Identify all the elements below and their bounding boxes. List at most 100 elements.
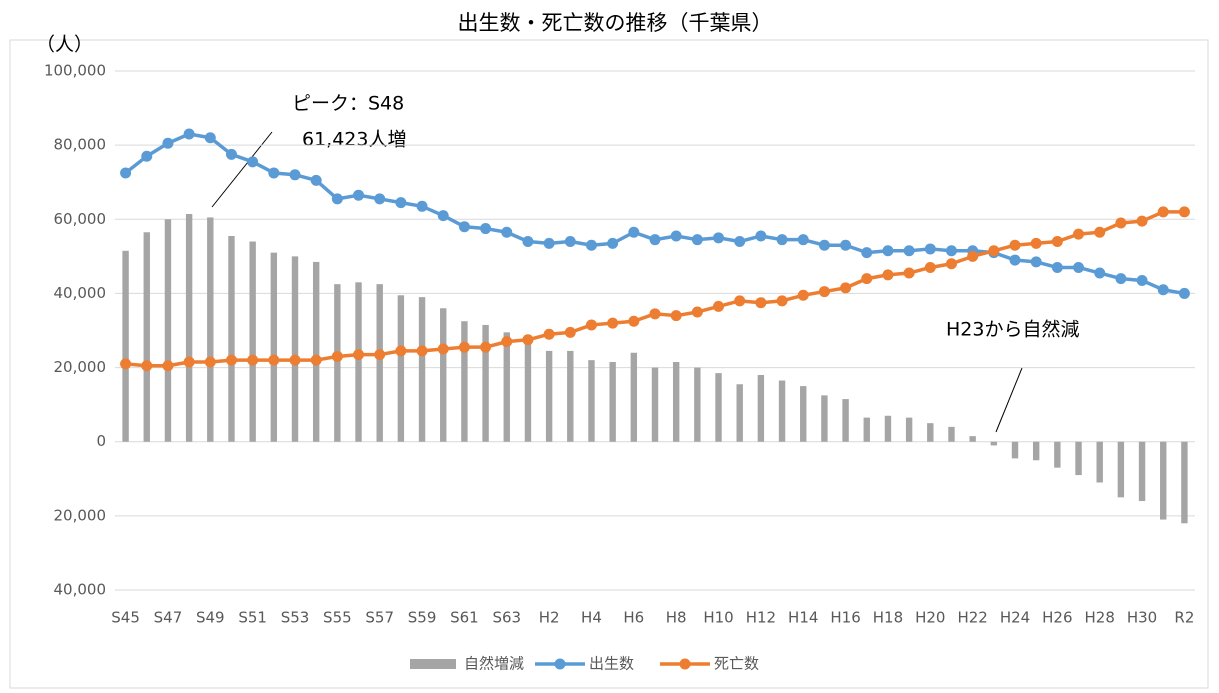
y-tick-label: 40,000 [54,284,107,302]
marker [776,234,788,246]
marker [1115,217,1127,229]
y-tick-label: 0 [96,432,106,450]
marker [882,245,894,257]
marker [247,354,259,366]
marker [1073,261,1085,273]
bar [821,395,828,442]
x-tick-label: H26 [1042,609,1072,627]
marker [522,236,534,248]
chart-frame [9,39,1209,689]
marker [713,232,725,244]
bar [461,321,468,442]
annotation: ピーク：S48 [292,93,404,115]
bar [1075,441,1082,476]
marker [395,197,407,209]
marker [437,343,449,355]
marker [225,148,237,160]
x-tick-label: H14 [788,609,818,627]
marker [120,358,132,370]
marker [268,167,280,179]
y-tick-label: 80,000 [54,136,107,154]
marker [649,234,661,246]
marker [797,234,809,246]
bar [884,415,892,442]
bar [334,284,341,442]
marker [776,295,788,307]
marker [141,150,153,162]
marker [585,239,597,251]
marker [543,237,555,249]
x-tick-label: S63 [492,609,521,627]
marker [353,349,365,361]
x-tick-label: H4 [581,609,602,627]
marker [797,289,809,301]
bar [694,367,701,442]
bar [143,232,150,442]
bar [630,352,638,442]
legend-label: 死亡数 [714,655,759,673]
bar [905,417,913,442]
marker [331,350,343,362]
bar [609,362,616,442]
marker [501,226,513,238]
marker [670,230,682,242]
marker [734,236,746,248]
marker [183,128,195,140]
x-tick-label: H12 [746,609,776,627]
marker [141,360,153,372]
bar [355,282,362,442]
marker [1030,237,1042,249]
x-tick-label: S55 [323,609,352,627]
marker [458,341,470,353]
x-tick-label: H24 [1000,609,1030,627]
annotation: H23から自然減 [946,319,1079,341]
y-tick-label: 20,000 [54,358,107,376]
marker [543,328,555,340]
marker [1051,261,1063,273]
bar [249,241,256,442]
marker [670,310,682,322]
marker [585,319,597,331]
bar [736,384,743,442]
bar [503,332,510,442]
x-tick-label: H6 [623,609,644,627]
bar [842,399,849,442]
marker [713,300,725,312]
marker [628,226,640,238]
marker [1094,226,1106,238]
marker [1115,273,1127,285]
marker [522,334,534,346]
marker [628,315,640,327]
marker [818,286,830,298]
bar [207,217,214,442]
marker [162,360,174,372]
x-tick-label: S51 [238,609,267,627]
marker [1009,239,1021,251]
marker [395,345,407,357]
chart-title: 出生数・死亡数の推移（千葉県） [458,11,773,35]
marker [967,250,979,262]
annotation-line [211,131,273,208]
x-tick-label: H30 [1127,609,1157,627]
bar [778,380,786,442]
x-tick-label: H16 [830,609,860,627]
marker [416,345,428,357]
marker [204,356,216,368]
bar [270,252,278,442]
bar [588,360,595,442]
marker [458,221,470,233]
bar [715,373,722,442]
marker [861,247,873,259]
marker [861,273,873,285]
marker [289,169,301,181]
y-axis-label: （人） [36,34,93,56]
marker [310,354,322,366]
marker [564,236,576,248]
bar [1138,441,1146,502]
marker [480,341,492,353]
bar [228,235,235,442]
marker [225,354,237,366]
bar [291,256,299,442]
marker [416,200,428,212]
